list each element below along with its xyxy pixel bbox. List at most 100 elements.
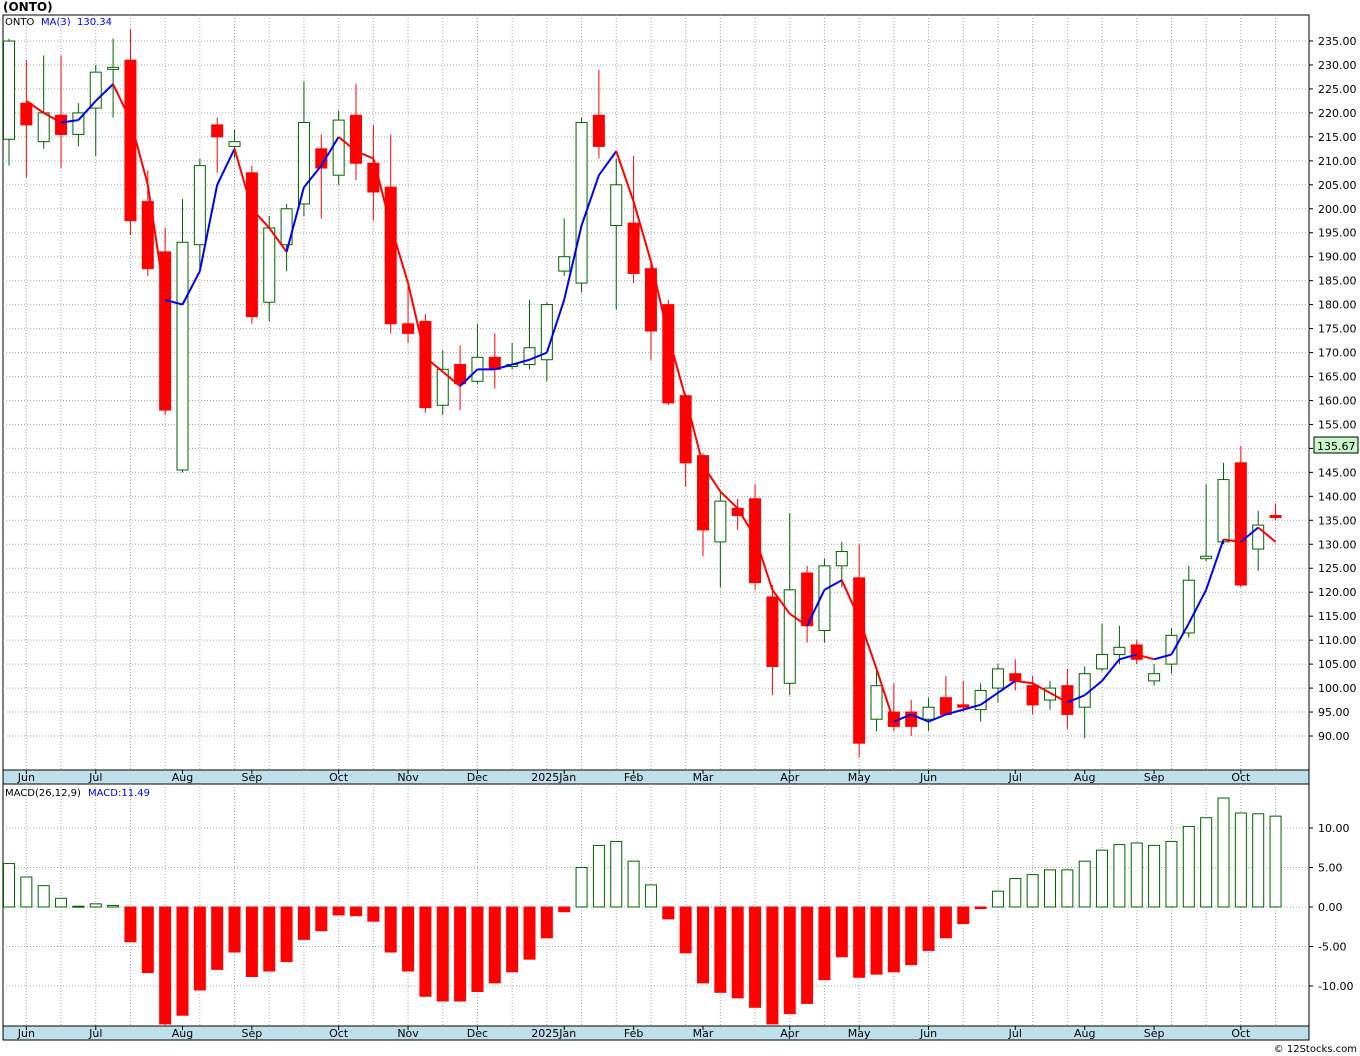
macd-x-axis-band: [2, 1025, 1310, 1041]
price-x-label: Mar: [693, 771, 714, 784]
ma-segment: [1136, 653, 1155, 661]
macd-x-axis-labels: Jun Jul Aug Sep Oct Nov Dec 2025Jan Feb Mar Apr May…: [17, 1026, 1251, 1040]
candle-body-up: [176, 241, 189, 471]
candle: [1252, 510, 1265, 571]
price-tick-label: 105.00: [1318, 658, 1357, 671]
macd-bar-negative: [939, 906, 952, 939]
candle: [159, 227, 172, 415]
candle: [697, 453, 709, 557]
candle-body-up: [3, 40, 15, 140]
candle: [350, 84, 362, 180]
ma-segment: [1223, 538, 1241, 543]
ma-segment: [823, 579, 843, 591]
ma-segment: [60, 119, 79, 124]
macd-bar-positive: [1009, 878, 1022, 908]
ma-segment: [407, 282, 427, 358]
candle: [558, 218, 571, 276]
macd-bar-positive: [644, 884, 657, 908]
ma-segment: [910, 713, 929, 723]
macd-bar-positive: [1165, 840, 1178, 908]
candle-body-down: [627, 222, 640, 274]
price-tick-label: 235.00: [1318, 35, 1357, 48]
macd-bar-negative: [731, 906, 744, 999]
candle: [1200, 484, 1213, 562]
macd-bar-negative: [350, 906, 362, 917]
candle-body-up: [523, 347, 536, 366]
last-price-box: [1313, 436, 1359, 454]
candle-body-down: [124, 59, 137, 222]
macd-bar-positive: [72, 905, 85, 908]
candle-body-down: [1009, 673, 1022, 682]
macd-bars: [3, 797, 1282, 1025]
price-x-label: Aug: [1074, 771, 1095, 784]
candle-body-up: [1252, 524, 1265, 550]
macd-tick-label: -5.00: [1318, 941, 1346, 954]
macd-bar-negative: [870, 906, 883, 975]
macd-bar-negative: [766, 906, 779, 1025]
candle-body-up: [575, 121, 588, 284]
ma-segment: [615, 150, 635, 202]
ma-segment: [1066, 694, 1086, 704]
ma-segment: [649, 261, 670, 337]
ma-segment: [77, 100, 97, 121]
candle: [853, 544, 866, 758]
macd-x-label: Sep: [1144, 1027, 1165, 1040]
candle: [818, 558, 831, 643]
macd-bar-negative: [662, 906, 675, 920]
macd-x-label: Sep: [242, 1027, 263, 1040]
price-x-label: Sep: [1144, 771, 1165, 784]
price-tick-label: 175.00: [1318, 323, 1357, 336]
macd-bar-negative: [540, 906, 553, 939]
candle: [193, 158, 206, 269]
price-tick-label: 205.00: [1318, 179, 1357, 192]
candle-body-down: [749, 498, 762, 584]
ma-segment: [806, 589, 826, 627]
price-tick-label: 160.00: [1318, 394, 1357, 407]
price-x-label: Jul: [88, 771, 102, 784]
ma-segment: [494, 363, 513, 371]
ma-segment: [754, 536, 774, 591]
macd-tick-label: 10.00: [1318, 822, 1350, 835]
macd-y-axis: -10.00 -5.00 0.00 5.00 10.00: [1309, 822, 1353, 993]
price-x-label: Dec: [467, 771, 488, 784]
macd-bar-negative: [523, 906, 536, 960]
candle-body-up: [1200, 555, 1213, 560]
macd-x-label: May: [848, 1027, 871, 1040]
candle-body-up: [714, 500, 727, 543]
price-x-label: Jun: [919, 771, 937, 784]
ma-segment: [702, 464, 722, 493]
candle: [905, 700, 918, 736]
macd-bar-negative: [124, 906, 137, 943]
price-x-label: May: [848, 771, 871, 784]
macd-bar-negative: [384, 906, 397, 953]
macd-bar-positive: [107, 904, 120, 908]
macd-bar-negative: [228, 906, 241, 953]
macd-bar-negative: [263, 906, 276, 972]
candle: [107, 38, 120, 118]
ma-segment: [424, 356, 444, 373]
ma-segment: [285, 186, 305, 253]
ma-segment: [997, 680, 1016, 694]
ma-segment: [1170, 622, 1190, 656]
candle-body-down: [402, 323, 415, 334]
ma-segment: [771, 589, 791, 615]
candle-body-up: [193, 165, 206, 246]
candle: [1044, 680, 1056, 710]
candle-body-down: [1026, 685, 1039, 706]
price-x-label: 2025Jan: [531, 771, 576, 784]
candle-body-up: [1113, 646, 1126, 656]
candle-body-up: [1165, 634, 1178, 665]
candle: [1148, 664, 1161, 686]
candle-body-down: [159, 251, 172, 411]
legend-ma-label: MA(3): [41, 17, 71, 28]
candle-body-up: [540, 304, 553, 361]
macd-bar-negative: [887, 906, 900, 973]
candle: [957, 680, 970, 713]
macd-bar-negative: [905, 906, 918, 966]
macd-bar-negative: [974, 906, 987, 910]
candle-body-up: [1148, 673, 1161, 682]
candle-body-up: [89, 71, 102, 109]
macd-bar-positive: [1252, 813, 1265, 908]
ma-segment: [858, 618, 878, 670]
